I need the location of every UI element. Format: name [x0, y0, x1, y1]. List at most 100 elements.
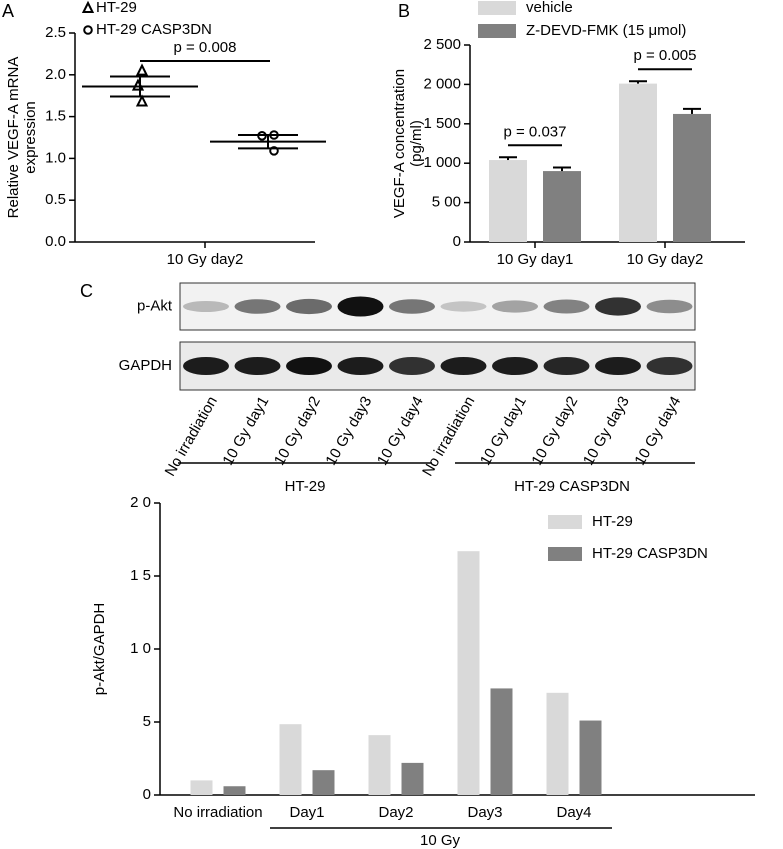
- x-tick-label: 10 Gy day2: [167, 251, 244, 268]
- legend-label: vehicle: [526, 0, 573, 16]
- x-tick-label: Day1: [289, 804, 324, 821]
- y-axis-label: Relative VEGF-A mRNA: [5, 57, 22, 219]
- bar: [457, 551, 480, 795]
- lane-label: 10 Gy day4: [631, 393, 684, 468]
- bar: [401, 762, 424, 795]
- bar: [579, 720, 602, 795]
- y-tick-label: 1.5: [45, 108, 66, 125]
- bar: [489, 160, 527, 242]
- y-axis-label: p-Akt/GAPDH: [91, 603, 108, 696]
- lane-label: 10 Gy day2: [271, 393, 324, 468]
- data-point: [131, 78, 145, 91]
- lane-label: 10 Gy day1: [477, 393, 530, 468]
- data-point: [135, 94, 149, 107]
- y-axis-label: expression: [22, 101, 39, 174]
- panel-label: C: [80, 281, 93, 301]
- blot-band: [543, 299, 590, 314]
- bar: [619, 83, 657, 242]
- lane-label: 10 Gy day3: [580, 393, 633, 468]
- y-tick-label: 1 000: [423, 154, 461, 171]
- y-tick-label: 1 5: [130, 567, 151, 584]
- y-tick-label: 2 500: [423, 36, 461, 53]
- legend-label: HT-29: [592, 513, 633, 530]
- blot-band: [286, 357, 332, 375]
- y-tick-label: 0: [143, 786, 151, 803]
- x-tick-label: No irradiation: [173, 804, 262, 821]
- y-tick-label: 1.0: [45, 149, 66, 166]
- data-point: [269, 146, 279, 156]
- blot-band: [595, 357, 641, 375]
- bar: [312, 770, 335, 795]
- annotation: p = 0.005: [634, 47, 697, 64]
- bar: [546, 692, 569, 795]
- blot-band: [183, 301, 229, 312]
- y-axis-label: VEGF-A concentration: [391, 69, 408, 218]
- x-tick-label: Day2: [378, 804, 413, 821]
- blot-band: [389, 357, 435, 375]
- y-axis-label: (pg/ml): [408, 120, 425, 167]
- x-tick-label: 10 Gy day2: [627, 251, 704, 268]
- y-tick-label: 5: [143, 713, 151, 730]
- lane-label: 10 Gy day1: [219, 393, 272, 468]
- panel-label: A: [2, 1, 14, 21]
- blot-band: [440, 357, 487, 375]
- blot-band: [440, 301, 487, 312]
- lane-label: 10 Gy day4: [374, 393, 427, 468]
- y-tick-label: 1 500: [423, 115, 461, 132]
- legend-swatch: [478, 24, 516, 38]
- blot-row-label: GAPDH: [119, 357, 172, 374]
- blot-band: [286, 298, 332, 315]
- y-tick-label: 1 0: [130, 640, 151, 657]
- blot-band: [543, 357, 590, 375]
- legend-swatch: [548, 547, 582, 561]
- group-label: HT-29: [285, 478, 326, 495]
- legend-label: Z-DEVD-FMK (15 μmol): [526, 22, 686, 39]
- blot-band: [492, 357, 538, 375]
- lane-label: No irradiation: [162, 393, 221, 479]
- bar: [673, 113, 711, 242]
- blot-band: [234, 357, 281, 375]
- bar: [368, 735, 391, 795]
- bar: [223, 786, 246, 795]
- y-tick-label: 2.5: [45, 24, 66, 41]
- y-tick-label: 5 00: [432, 194, 461, 211]
- blot-band: [595, 297, 641, 316]
- legend-label: HT-29 CASP3DN: [96, 21, 212, 38]
- x-tick-label: Day4: [556, 804, 591, 821]
- blot-band: [337, 296, 384, 317]
- bar: [490, 688, 513, 795]
- bar: [543, 171, 581, 242]
- panel-label: B: [398, 1, 410, 21]
- lane-label: 10 Gy day3: [322, 393, 375, 468]
- blot-row-label: p-Akt: [137, 297, 173, 314]
- blot-band: [337, 357, 384, 375]
- annotation: p = 0.037: [504, 123, 567, 140]
- annotation: p = 0.008: [174, 39, 237, 56]
- y-tick-label: 0.0: [45, 233, 66, 250]
- x-tick-label: Day3: [467, 804, 502, 821]
- blot-band: [234, 299, 281, 314]
- legend-swatch: [478, 1, 516, 15]
- bar: [279, 724, 302, 795]
- data-point: [135, 63, 149, 76]
- blot-band: [646, 357, 693, 375]
- blot-band: [389, 299, 435, 314]
- legend-marker: [83, 25, 93, 35]
- lane-label: No irradiation: [419, 393, 478, 479]
- blot-band: [183, 357, 229, 375]
- legend-marker: [81, 0, 95, 13]
- lane-label: 10 Gy day2: [528, 393, 581, 468]
- y-tick-label: 2 0: [130, 494, 151, 511]
- y-tick-label: 0.5: [45, 191, 66, 208]
- group-label: HT-29 CASP3DN: [514, 478, 630, 495]
- bar: [190, 780, 213, 795]
- blot-band: [492, 300, 538, 313]
- blot-band: [646, 299, 693, 314]
- group-label: 10 Gy: [420, 832, 461, 849]
- y-tick-label: 2.0: [45, 66, 66, 83]
- legend-label: HT-29 CASP3DN: [592, 545, 708, 562]
- y-tick-label: 2 000: [423, 75, 461, 92]
- legend-swatch: [548, 515, 582, 529]
- legend-label: HT-29: [96, 0, 137, 16]
